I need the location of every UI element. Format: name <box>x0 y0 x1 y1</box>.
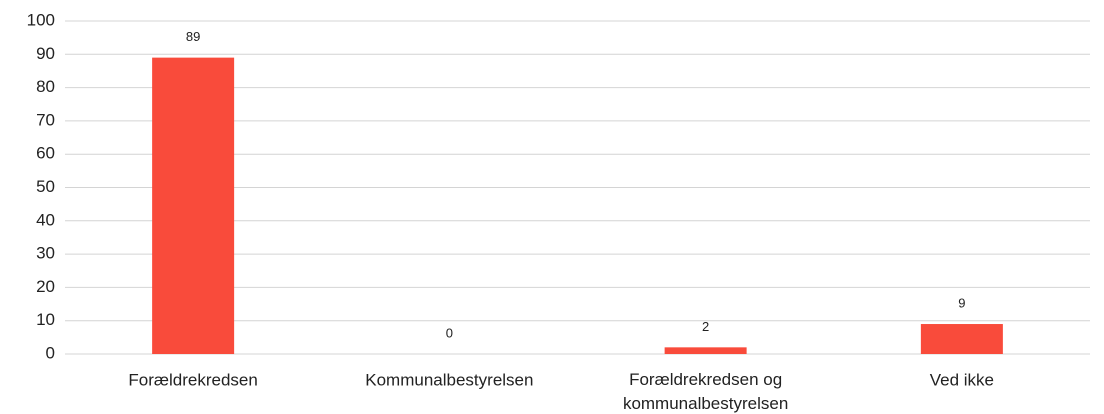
y-tick-label: 80 <box>36 77 55 96</box>
bar <box>152 57 235 354</box>
y-tick-label: 30 <box>36 244 55 263</box>
y-tick-label: 60 <box>36 144 55 163</box>
data-label: 0 <box>446 325 453 340</box>
y-tick-label: 10 <box>36 310 55 329</box>
x-tick-label: Kommunalbestyrelsen <box>365 370 533 389</box>
bar <box>920 324 1003 354</box>
y-tick-label: 0 <box>46 343 55 362</box>
y-tick-label: 90 <box>36 44 55 63</box>
y-tick-label: 40 <box>36 210 55 229</box>
y-tick-label: 100 <box>27 10 55 29</box>
bar <box>664 347 747 354</box>
data-label: 2 <box>702 319 709 334</box>
data-label: 9 <box>958 295 965 310</box>
x-tick-label: Ved ikke <box>930 370 994 389</box>
y-tick-label: 70 <box>36 110 55 129</box>
y-tick-label: 20 <box>36 277 55 296</box>
y-tick-label: 50 <box>36 177 55 196</box>
x-tick-label: Forældrekredsen <box>128 370 257 389</box>
x-tick-label: Forældrekredsen og kommunalbestyrelsen <box>623 370 788 413</box>
data-label: 89 <box>186 29 200 44</box>
